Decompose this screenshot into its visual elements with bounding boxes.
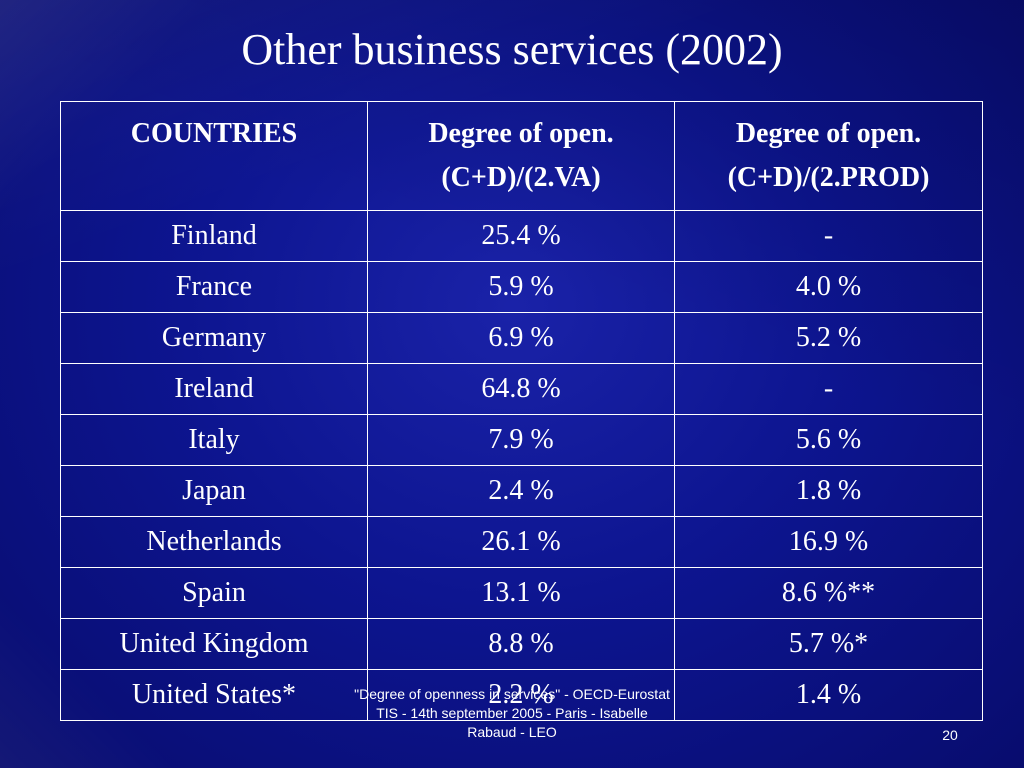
degree-prod-cell: 16.9 %	[674, 516, 983, 568]
header-countries-line1: COUNTRIES	[130, 118, 298, 149]
country-cell: Ireland	[60, 363, 368, 415]
degree-va-cell: 8.8 %	[367, 618, 675, 670]
header-degree-prod-line2: (C+D)/(2.PROD)	[727, 162, 930, 193]
degree-va-cell: 25.4 %	[367, 210, 675, 262]
country-cell: Italy	[60, 414, 368, 466]
degree-va-cell: 7.9 %	[367, 414, 675, 466]
degree-prod-cell: 5.6 %	[674, 414, 983, 466]
country-cell: United States*	[60, 669, 368, 721]
footer-citation: "Degree of openness in services" - OECD-…	[354, 686, 670, 740]
degree-prod-cell: 8.6 %**	[674, 567, 983, 619]
table-row: United States* 2.2 % 1.4 %	[60, 669, 983, 721]
header-degree-prod: Degree of open. (C+D)/(2.PROD)	[674, 101, 983, 211]
header-degree-prod-line1: Degree of open.	[735, 118, 922, 149]
country-cell: Netherlands	[60, 516, 368, 568]
header-degree-va-line1: Degree of open.	[428, 118, 614, 149]
country-cell: Finland	[60, 210, 368, 262]
slide-title: Other business services (2002)	[241, 25, 783, 74]
country-cell: United Kingdom	[60, 618, 368, 670]
table-row: Spain 13.1 % 8.6 %**	[60, 567, 983, 619]
page-number: 20	[942, 727, 958, 743]
country-cell: Spain	[60, 567, 368, 619]
degree-va-cell: 5.9 %	[367, 261, 675, 313]
degree-va-cell: 2.4 %	[367, 465, 675, 517]
table-row: Germany 6.9 % 5.2 %	[60, 312, 983, 364]
header-degree-va-line2: (C+D)/(2.VA)	[441, 162, 601, 193]
header-countries: COUNTRIES	[60, 101, 368, 211]
degree-va-cell: 26.1 %	[367, 516, 675, 568]
country-cell: France	[60, 261, 368, 313]
table-row: Italy 7.9 % 5.6 %	[60, 414, 983, 466]
degree-prod-cell: -	[674, 363, 983, 415]
degree-prod-cell: 5.7 %*	[674, 618, 983, 670]
country-cell: Japan	[60, 465, 368, 517]
degree-prod-cell: 1.4 %	[674, 669, 983, 721]
table-row: Netherlands 26.1 % 16.9 %	[60, 516, 983, 568]
degree-va-cell: 64.8 %	[367, 363, 675, 415]
table-row: France 5.9 % 4.0 %	[60, 261, 983, 313]
degree-va-cell: 6.9 %	[367, 312, 675, 364]
header-degree-va: Degree of open. (C+D)/(2.VA)	[367, 101, 675, 211]
degree-prod-cell: 4.0 %	[674, 261, 983, 313]
table-row: Japan 2.4 % 1.8 %	[60, 465, 983, 517]
degree-prod-cell: 5.2 %	[674, 312, 983, 364]
table-row: Ireland 64.8 % -	[60, 363, 983, 415]
country-cell: Germany	[60, 312, 368, 364]
table-header-row: COUNTRIES Degree of open. (C+D)/(2.VA) D…	[60, 101, 983, 211]
degree-prod-cell: -	[674, 210, 983, 262]
degree-va-cell: 2.2 %	[367, 669, 675, 721]
degree-prod-cell: 1.8 %	[674, 465, 983, 517]
openness-table: COUNTRIES Degree of open. (C+D)/(2.VA) D…	[60, 101, 983, 721]
degree-va-cell: 13.1 %	[367, 567, 675, 619]
table-row: Finland 25.4 % -	[60, 210, 983, 262]
table-row: United Kingdom 8.8 % 5.7 %*	[60, 618, 983, 670]
